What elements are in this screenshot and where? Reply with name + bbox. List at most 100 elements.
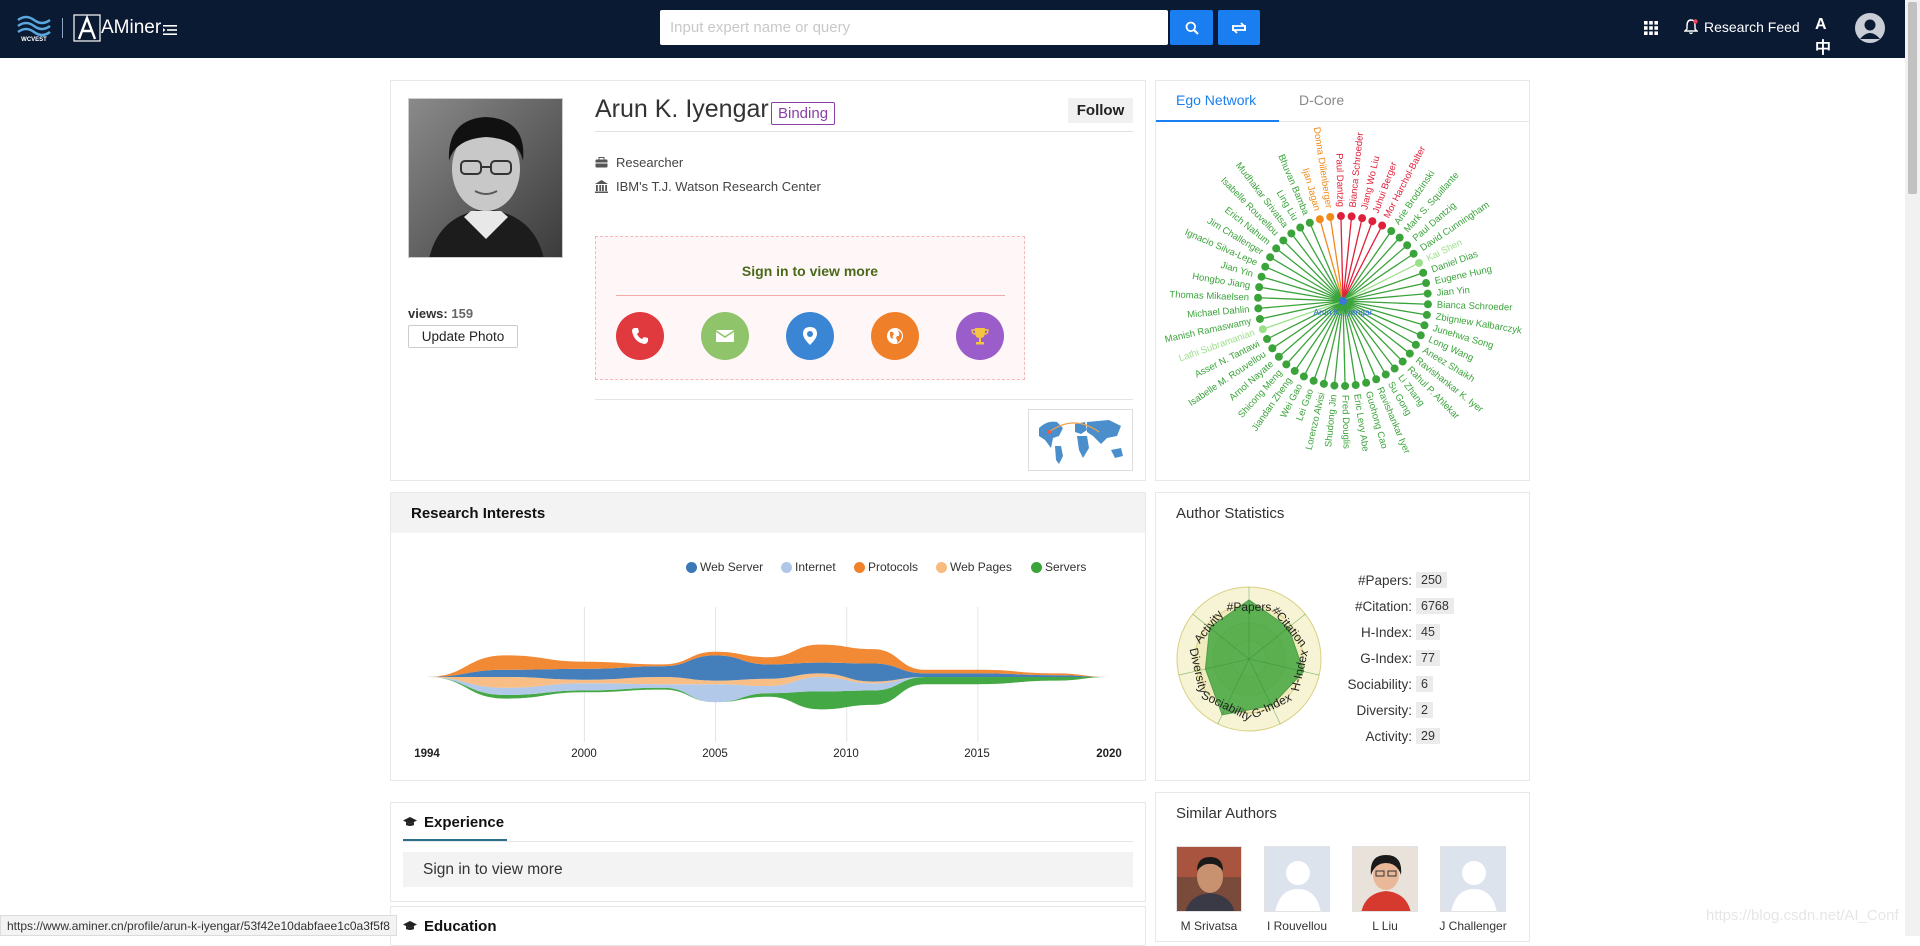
- phone-icon[interactable]: [616, 312, 664, 360]
- aminer-logo[interactable]: AMiner: [73, 13, 161, 43]
- search-button[interactable]: [1170, 10, 1213, 45]
- ego-node[interactable]: [1279, 236, 1288, 245]
- update-photo-button[interactable]: Update Photo: [408, 325, 518, 348]
- similar-author-name[interactable]: J Challenger: [1439, 919, 1507, 933]
- world-map-icon[interactable]: [1028, 409, 1133, 471]
- experience-signin-prompt[interactable]: Sign in to view more: [403, 852, 1133, 887]
- ego-node-label[interactable]: Bianca Schroeder: [1437, 300, 1513, 314]
- legend-item-protocols[interactable]: Protocols: [854, 560, 918, 574]
- legend-item-servers[interactable]: Servers: [1031, 560, 1086, 574]
- user-avatar-icon[interactable]: [1855, 13, 1885, 43]
- radar-area[interactable]: [1204, 599, 1305, 716]
- ego-node-label[interactable]: Fred Douglis: [1339, 395, 1351, 449]
- ego-node-label[interactable]: Jian Yin: [1436, 285, 1470, 299]
- email-icon[interactable]: [701, 312, 749, 360]
- ego-node[interactable]: [1415, 258, 1424, 267]
- search-input[interactable]: [660, 10, 1168, 45]
- ego-node[interactable]: [1422, 279, 1431, 288]
- ego-node[interactable]: [1403, 241, 1412, 250]
- tab-d-core[interactable]: D-Core: [1299, 92, 1345, 108]
- ego-node-label[interactable]: Thomas Mikaelsen: [1169, 289, 1249, 303]
- ego-node[interactable]: [1305, 218, 1314, 227]
- ego-node[interactable]: [1423, 289, 1432, 298]
- author-statistics-radar[interactable]: #Papers#CitationH-IndexG-IndexSociabilit…: [1164, 567, 1334, 757]
- translate-icon[interactable]: A中: [1815, 16, 1832, 57]
- stream-series-servers[interactable]: [427, 677, 1109, 710]
- ego-node[interactable]: [1409, 249, 1418, 258]
- ego-node[interactable]: [1381, 370, 1390, 379]
- ego-node[interactable]: [1274, 352, 1283, 361]
- follow-button[interactable]: Follow: [1068, 98, 1133, 123]
- ego-node[interactable]: [1261, 262, 1270, 271]
- ego-node[interactable]: [1309, 376, 1318, 385]
- page-scrollbar[interactable]: [1905, 0, 1920, 936]
- ego-node[interactable]: [1258, 325, 1267, 334]
- binding-badge[interactable]: Binding: [771, 102, 836, 125]
- legend-item-web-server[interactable]: Web Server: [686, 560, 763, 574]
- similar-author-photo[interactable]: [1264, 846, 1330, 912]
- research-feed-link[interactable]: Research Feed: [1684, 19, 1800, 35]
- similar-author-photo[interactable]: [1352, 846, 1418, 912]
- legend-item-internet[interactable]: Internet: [781, 560, 836, 574]
- ego-node[interactable]: [1341, 381, 1350, 390]
- ego-node[interactable]: [1336, 212, 1345, 221]
- ego-node[interactable]: [1362, 378, 1371, 387]
- similar-author-name[interactable]: M Srivatsa: [1180, 919, 1238, 933]
- ego-node[interactable]: [1319, 379, 1328, 388]
- partner-logo-icon[interactable]: WCVEST: [16, 14, 52, 42]
- stream-series-internet[interactable]: [427, 677, 1109, 703]
- similar-author-photo[interactable]: [1176, 846, 1242, 912]
- homepage-icon[interactable]: [871, 312, 919, 360]
- ego-node[interactable]: [1254, 304, 1263, 313]
- ego-node[interactable]: [1268, 344, 1277, 353]
- stream-series-web-pages[interactable]: [427, 673, 1109, 688]
- ego-node[interactable]: [1411, 340, 1420, 349]
- apps-grid-icon[interactable]: [1644, 21, 1658, 35]
- ego-node-label[interactable]: Michael Dahlin: [1187, 304, 1250, 320]
- ego-node[interactable]: [1255, 283, 1264, 292]
- ego-node[interactable]: [1262, 335, 1271, 344]
- signin-prompt[interactable]: Sign in to view more: [741, 263, 879, 279]
- ego-node[interactable]: [1351, 381, 1360, 390]
- award-icon[interactable]: [956, 312, 1004, 360]
- research-interests-streamgraph[interactable]: [391, 577, 1145, 747]
- ego-node-label[interactable]: Paul Dantzig: [1333, 153, 1345, 207]
- stream-series-protocols[interactable]: [427, 644, 1109, 677]
- ego-node[interactable]: [1405, 349, 1414, 358]
- ego-node[interactable]: [1420, 321, 1429, 330]
- ego-node[interactable]: [1347, 212, 1356, 221]
- ego-node[interactable]: [1378, 221, 1387, 230]
- ego-node[interactable]: [1296, 223, 1305, 232]
- ego-node[interactable]: [1326, 212, 1335, 221]
- ego-node[interactable]: [1299, 372, 1308, 381]
- ego-node[interactable]: [1290, 366, 1299, 375]
- similar-author-name[interactable]: I Rouvellou: [1266, 919, 1328, 933]
- ego-node[interactable]: [1315, 215, 1324, 224]
- stream-series-web-server[interactable]: [427, 655, 1109, 682]
- ego-center-node[interactable]: [1339, 297, 1347, 305]
- ego-node[interactable]: [1254, 293, 1263, 302]
- ego-node[interactable]: [1257, 272, 1266, 281]
- similar-author-name[interactable]: L Liu: [1372, 919, 1398, 933]
- ego-node-label[interactable]: Shudong Jin: [1323, 394, 1339, 448]
- scrollbar-thumb[interactable]: [1908, 2, 1917, 194]
- ego-node[interactable]: [1387, 227, 1396, 236]
- tab-ego-network[interactable]: Ego Network: [1176, 92, 1257, 108]
- legend-item-web-pages[interactable]: Web Pages: [936, 560, 1012, 574]
- switch-search-mode-button[interactable]: [1218, 10, 1260, 45]
- location-icon[interactable]: [786, 312, 834, 360]
- ego-node[interactable]: [1416, 331, 1425, 340]
- ego-node[interactable]: [1419, 268, 1428, 277]
- menu-toggle-icon[interactable]: [163, 24, 177, 36]
- ego-node[interactable]: [1272, 244, 1281, 253]
- ego-node[interactable]: [1398, 357, 1407, 366]
- similar-author-photo[interactable]: [1440, 846, 1506, 912]
- ego-node[interactable]: [1368, 217, 1377, 226]
- ego-node[interactable]: [1330, 381, 1339, 390]
- ego-node[interactable]: [1358, 214, 1367, 223]
- ego-node[interactable]: [1372, 375, 1381, 384]
- ego-node[interactable]: [1255, 314, 1264, 323]
- ego-node[interactable]: [1422, 310, 1431, 319]
- ego-node[interactable]: [1423, 300, 1432, 309]
